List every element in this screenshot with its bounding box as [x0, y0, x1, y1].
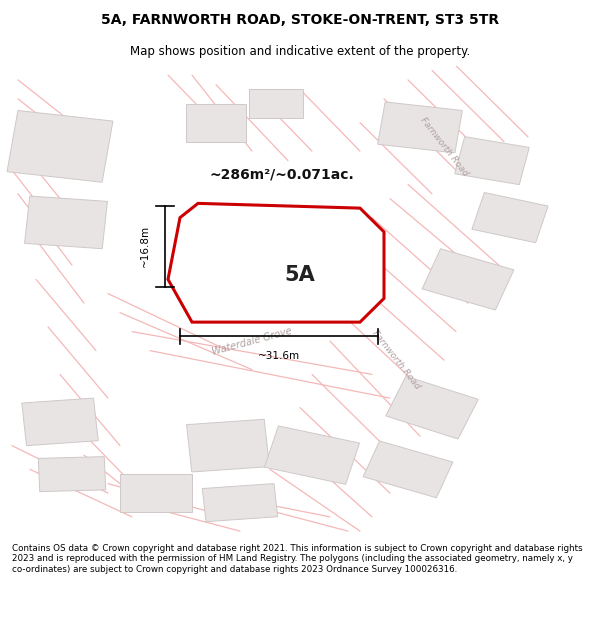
Text: 5A: 5A: [284, 264, 316, 284]
Polygon shape: [455, 137, 529, 184]
Text: 5A, FARNWORTH ROAD, STOKE-ON-TRENT, ST3 5TR: 5A, FARNWORTH ROAD, STOKE-ON-TRENT, ST3 …: [101, 13, 499, 27]
Polygon shape: [22, 398, 98, 446]
Polygon shape: [120, 474, 192, 512]
Text: ~286m²/~0.071ac.: ~286m²/~0.071ac.: [209, 168, 355, 182]
Polygon shape: [25, 196, 107, 249]
Polygon shape: [38, 457, 106, 492]
Polygon shape: [202, 484, 278, 522]
Polygon shape: [422, 249, 514, 310]
Polygon shape: [472, 192, 548, 242]
Polygon shape: [265, 426, 359, 484]
Polygon shape: [249, 89, 303, 118]
Polygon shape: [168, 203, 384, 322]
Text: Waterdale Grove: Waterdale Grove: [211, 326, 293, 357]
Text: ~16.8m: ~16.8m: [140, 225, 150, 268]
Polygon shape: [187, 419, 269, 472]
Text: Contains OS data © Crown copyright and database right 2021. This information is : Contains OS data © Crown copyright and d…: [12, 544, 583, 574]
Text: Farnworth Road: Farnworth Road: [418, 115, 470, 178]
Polygon shape: [282, 220, 366, 272]
Polygon shape: [386, 376, 478, 439]
Polygon shape: [363, 441, 453, 498]
Text: Map shows position and indicative extent of the property.: Map shows position and indicative extent…: [130, 44, 470, 58]
Polygon shape: [377, 102, 463, 153]
Polygon shape: [7, 111, 113, 182]
Text: Farnworth Road: Farnworth Road: [370, 329, 422, 391]
Polygon shape: [186, 104, 246, 142]
Text: ~31.6m: ~31.6m: [258, 351, 300, 361]
